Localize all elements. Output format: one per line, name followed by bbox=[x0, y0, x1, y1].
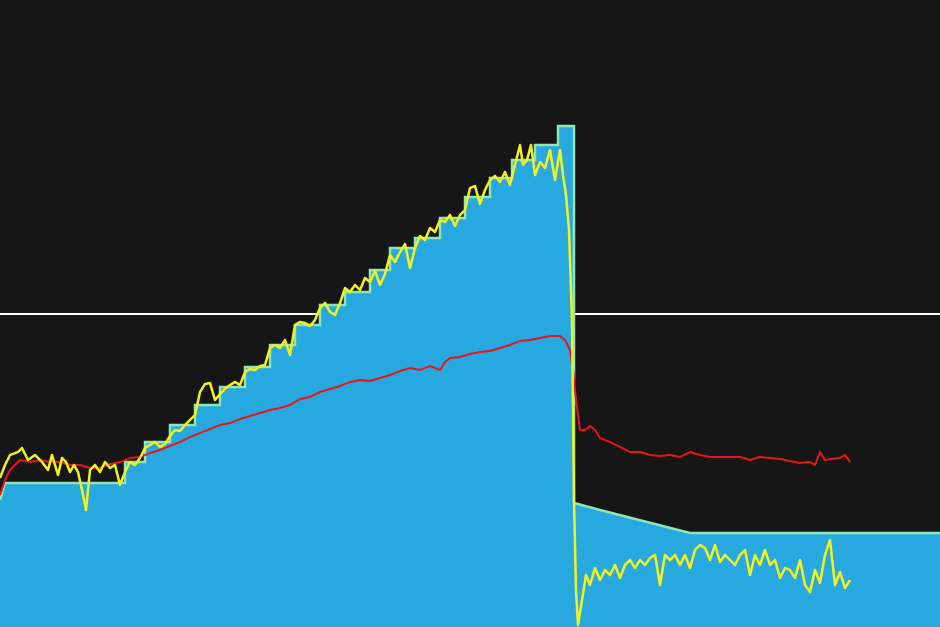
target-area-fill bbox=[0, 126, 940, 627]
plot-area bbox=[0, 124, 940, 627]
target-area-edge bbox=[0, 124, 940, 535]
power-line bbox=[0, 143, 852, 627]
